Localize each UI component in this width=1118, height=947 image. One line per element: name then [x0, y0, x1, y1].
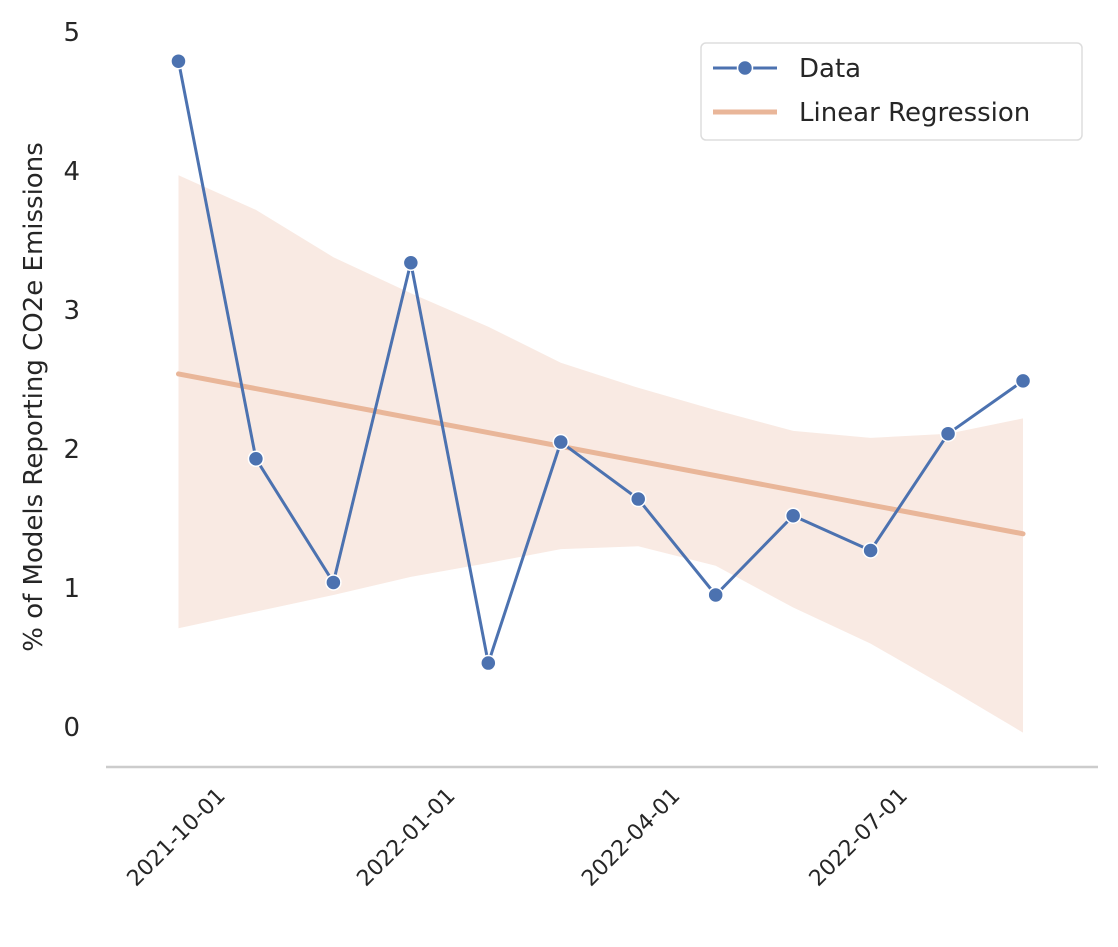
regression-line-layer — [175, 371, 1026, 537]
data-point — [629, 490, 647, 508]
data-point — [402, 254, 420, 271]
y-axis-label: % of Models Reporting CO2e Emissions — [19, 142, 49, 651]
legend-box — [700, 42, 1083, 141]
data-point — [1014, 372, 1032, 390]
data-point — [480, 654, 497, 672]
regression-line — [175, 371, 1026, 537]
data-point — [862, 542, 879, 559]
y-tick-label: 0 — [63, 713, 80, 743]
x-tick-label: 2022-07-01 — [805, 784, 913, 892]
data-point — [170, 52, 187, 70]
data-series-line — [177, 60, 1024, 665]
x-tick-label: 2021-10-01 — [123, 784, 231, 892]
data-point — [939, 425, 957, 442]
y-tick-label: 1 — [63, 574, 80, 604]
y-tick-label: 4 — [63, 157, 80, 187]
legend-data-marker-swatch — [736, 59, 754, 77]
x-tick-label: 2022-01-01 — [352, 784, 460, 892]
data-point — [552, 433, 570, 451]
data-point — [707, 586, 724, 604]
legend-label-data: Data — [799, 54, 861, 84]
y-tick-label: 3 — [63, 296, 80, 326]
y-tick-label: 5 — [63, 18, 80, 48]
legend-label-linear-regression: Linear Regression — [799, 98, 1030, 128]
data-point — [325, 574, 342, 591]
data-point — [784, 507, 802, 524]
data-point — [247, 450, 265, 467]
data-series-layer — [170, 52, 1032, 672]
x-tick-label: 2022-04-01 — [577, 784, 685, 892]
y-tick-label: 2 — [63, 435, 80, 465]
legend: Data Linear Regression — [700, 42, 1083, 141]
